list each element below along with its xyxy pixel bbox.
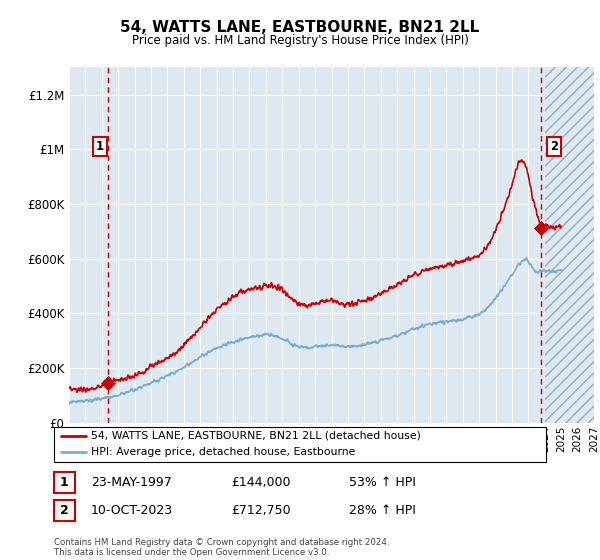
Bar xyxy=(54,500,74,521)
Point xyxy=(103,379,113,388)
Text: 54, WATTS LANE, EASTBOURNE, BN21 2LL (detached house): 54, WATTS LANE, EASTBOURNE, BN21 2LL (de… xyxy=(91,431,421,441)
Text: 10-OCT-2023: 10-OCT-2023 xyxy=(91,503,173,517)
Text: £144,000: £144,000 xyxy=(231,475,290,489)
Point xyxy=(536,223,546,232)
Bar xyxy=(545,67,594,423)
Text: 1: 1 xyxy=(60,475,69,489)
Text: Contains HM Land Registry data © Crown copyright and database right 2024.
This d: Contains HM Land Registry data © Crown c… xyxy=(54,538,389,557)
Text: 53% ↑ HPI: 53% ↑ HPI xyxy=(349,475,416,489)
Text: Price paid vs. HM Land Registry's House Price Index (HPI): Price paid vs. HM Land Registry's House … xyxy=(131,34,469,46)
Text: HPI: Average price, detached house, Eastbourne: HPI: Average price, detached house, East… xyxy=(91,447,355,458)
Text: £712,750: £712,750 xyxy=(231,503,291,517)
Text: 28% ↑ HPI: 28% ↑ HPI xyxy=(349,503,416,517)
Text: 1: 1 xyxy=(96,140,104,153)
Text: 2: 2 xyxy=(550,140,559,153)
Bar xyxy=(54,472,74,493)
Text: 23-MAY-1997: 23-MAY-1997 xyxy=(91,475,172,489)
Text: 2: 2 xyxy=(60,503,69,517)
Text: 54, WATTS LANE, EASTBOURNE, BN21 2LL: 54, WATTS LANE, EASTBOURNE, BN21 2LL xyxy=(121,20,479,35)
